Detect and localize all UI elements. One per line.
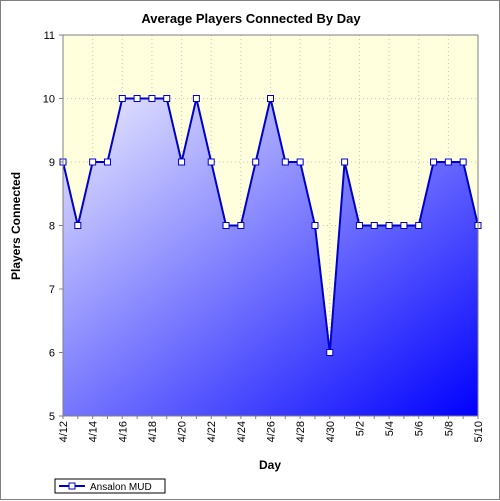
data-point-marker (192, 95, 200, 102)
x-tick-label: 4/22 (206, 421, 218, 442)
x-tick-label: 4/12 (58, 421, 70, 442)
data-point-marker (430, 158, 438, 166)
x-tick-label: 4/20 (177, 421, 189, 442)
x-tick-label: 4/16 (117, 421, 129, 442)
data-point-marker (118, 95, 126, 102)
y-axis-title: Players Connected (9, 172, 23, 280)
data-point-marker (267, 95, 274, 102)
y-tick-label: 8 (49, 221, 55, 233)
data-point-marker (311, 222, 319, 229)
data-point-marker (355, 222, 363, 229)
data-point-marker (326, 349, 334, 356)
data-point-marker (74, 222, 82, 229)
legend-box (54, 478, 166, 494)
y-tick-label: 10 (43, 94, 55, 106)
data-point-marker (444, 158, 452, 166)
data-point-marker (133, 95, 141, 102)
series-area-fill (63, 98, 478, 416)
x-tick-label: 5/4 (384, 421, 396, 436)
data-point-marker (89, 158, 97, 166)
x-tick-label: 5/10 (473, 421, 485, 442)
data-point-marker (103, 158, 111, 166)
x-axis-ticks: 4/12 4/14 4/16 4/18 4/20 4/22 4/24 4/26 4/28 4/30… (58, 416, 485, 442)
legend-label: Ansalon MUD (90, 482, 152, 493)
x-tick-label: 4/26 (266, 421, 278, 442)
data-point-marker (341, 158, 349, 166)
x-tick-label: 4/28 (295, 421, 307, 442)
y-tick-label: 11 (44, 30, 55, 42)
x-tick-label: 4/30 (325, 421, 337, 442)
y-axis-ticks: 5 6 7 8 9 10 11 (43, 30, 63, 423)
data-point-marker (400, 222, 408, 229)
data-point-marker (237, 222, 245, 229)
data-point-marker (385, 222, 393, 229)
legend-swatch-marker (68, 482, 76, 490)
legend: Ansalon MUD (54, 478, 166, 494)
data-point-marker (281, 158, 289, 166)
data-point-marker (415, 222, 423, 229)
y-tick-label: 9 (49, 157, 55, 169)
y-tick-label: 6 (49, 348, 55, 360)
data-point-marker (296, 158, 304, 166)
y-tick-label: 5 (49, 411, 55, 423)
x-axis-title: Day (259, 458, 281, 472)
data-point-marker (178, 158, 186, 166)
data-point-marker (252, 158, 260, 166)
y-tick-label: 7 (49, 284, 55, 296)
data-point-marker (370, 222, 378, 229)
data-point-marker (163, 95, 171, 102)
x-tick-label: 4/14 (88, 421, 100, 442)
x-tick-label: 4/24 (236, 421, 248, 442)
x-tick-label: 5/8 (443, 421, 455, 436)
data-point-marker (207, 158, 215, 166)
data-point-marker (148, 95, 156, 102)
data-point-marker (459, 158, 467, 166)
x-tick-label: 5/6 (414, 421, 426, 436)
x-tick-label: 5/2 (354, 421, 366, 436)
x-tick-label: 4/18 (147, 421, 159, 442)
chart-title: Average Players Connected By Day (141, 11, 361, 26)
data-point-marker (222, 222, 230, 229)
